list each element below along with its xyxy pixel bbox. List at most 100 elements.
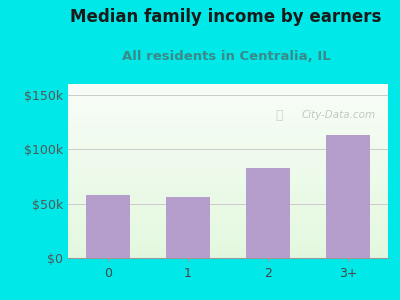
Bar [68,178,388,179]
Bar [68,89,388,90]
Bar [68,202,388,203]
Bar [68,133,388,134]
Bar [68,100,388,101]
Bar [68,216,388,217]
Bar [68,217,388,218]
Bar [68,233,388,234]
Bar [68,170,388,171]
Bar [68,154,388,155]
Bar [68,250,388,251]
Bar [68,143,388,144]
Bar [68,182,388,183]
Bar [68,227,388,228]
Bar [68,112,388,113]
Bar [68,171,388,172]
Bar [68,110,388,111]
Bar [68,116,388,117]
Bar [68,109,388,110]
Bar [68,230,388,231]
Bar [68,121,388,122]
Bar [68,155,388,156]
Bar [68,115,388,116]
Bar [68,146,388,147]
Bar [68,256,388,257]
Bar [68,220,388,221]
Bar [246,168,290,258]
Bar [68,207,388,208]
Bar [68,209,388,210]
Bar [86,195,130,258]
Bar [68,221,388,222]
Bar [68,122,388,123]
Bar [68,128,388,129]
Bar [68,131,388,132]
Bar [68,120,388,121]
Bar [68,215,388,216]
Bar [68,123,388,124]
Bar [68,135,388,136]
Bar [68,126,388,127]
Bar [68,242,388,243]
Bar [68,229,388,230]
Bar [68,172,388,173]
Bar [68,211,388,212]
Bar [68,97,388,98]
Bar [68,150,388,151]
Bar [68,156,388,157]
Bar [68,88,388,89]
Bar [68,127,388,128]
Bar [68,139,388,140]
Bar [68,106,388,107]
Bar [68,212,388,213]
Bar [68,142,388,143]
Bar [68,196,388,197]
Bar [68,149,388,150]
Bar [68,179,388,180]
Bar [68,226,388,227]
Bar [68,224,388,225]
Bar [68,138,388,139]
Bar [68,245,388,246]
Bar [68,108,388,109]
Bar [68,238,388,239]
Bar [68,86,388,87]
Bar [68,148,388,149]
Bar [68,85,388,86]
Bar [68,145,388,146]
Bar [68,236,388,237]
Bar [68,141,388,142]
Bar [68,168,388,169]
Bar [68,231,388,232]
Bar [68,249,388,250]
Bar [68,96,388,97]
Bar [68,251,388,252]
Text: Median family income by earners: Median family income by earners [70,8,382,26]
Bar [68,246,388,247]
Bar [68,175,388,176]
Bar [68,241,388,242]
Bar [68,204,388,205]
Bar [68,84,388,85]
Text: City-Data.com: City-Data.com [302,110,376,120]
Bar [68,158,388,159]
Bar [68,210,388,211]
Bar [68,137,388,138]
Bar [68,183,388,184]
Bar [68,248,388,249]
Bar [68,147,388,148]
Bar [68,189,388,190]
Bar [68,104,388,105]
Bar [68,222,388,223]
Bar [68,219,388,220]
Bar [68,92,388,93]
Bar [68,198,388,199]
Bar [68,99,388,100]
Bar [68,228,388,229]
Bar [68,243,388,244]
Bar [68,118,388,119]
Bar [68,101,388,102]
Bar [68,187,388,188]
Bar [68,199,388,200]
Bar [68,102,388,103]
Bar [68,235,388,236]
